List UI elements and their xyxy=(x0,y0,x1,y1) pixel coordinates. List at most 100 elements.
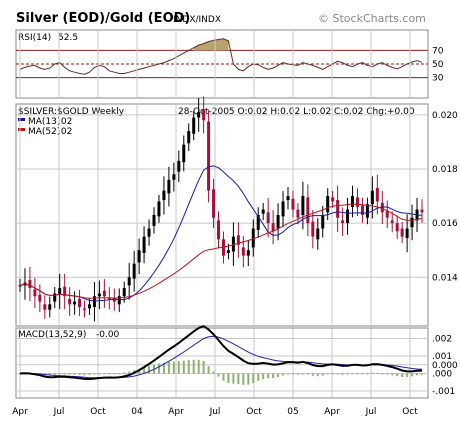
candle-body xyxy=(182,144,186,163)
macd-histogram-bar xyxy=(113,373,116,375)
macd-histogram-bar xyxy=(326,373,329,375)
macd-histogram-bar xyxy=(58,373,61,375)
candle-body xyxy=(18,285,22,287)
macd-histogram-bar xyxy=(103,373,106,375)
candle-body xyxy=(296,209,300,218)
macd-histogram-bar xyxy=(306,373,309,375)
x-tick-label: Oct xyxy=(90,407,106,417)
candle-body xyxy=(87,304,91,309)
candle-body xyxy=(365,204,369,218)
candle-body xyxy=(162,190,166,201)
x-tick-label: 05 xyxy=(287,407,298,417)
candle-body xyxy=(236,235,240,245)
candle-body xyxy=(241,247,245,256)
rsi-line-path xyxy=(19,38,423,75)
candle-body xyxy=(261,209,265,214)
macd-histogram-bar xyxy=(356,373,359,375)
macd-histogram-bar xyxy=(401,373,404,378)
macd-histogram-bar xyxy=(296,373,299,375)
macd-histogram-bar xyxy=(411,373,414,377)
macd-histogram-bar xyxy=(118,373,121,375)
macd-histogram-bar xyxy=(351,373,354,375)
candle-body xyxy=(355,197,359,207)
candle-body xyxy=(33,289,37,297)
macd-histogram-bar xyxy=(331,373,334,375)
macd-histogram-bar xyxy=(287,373,289,375)
candle-body xyxy=(316,228,320,240)
macd-histogram-bar xyxy=(257,373,260,381)
price-tick-label: 0.016 xyxy=(432,219,458,229)
x-tick-label: Apr xyxy=(324,407,340,417)
x-tick-label: Apr xyxy=(12,407,28,417)
candle-body xyxy=(73,301,77,305)
candle-body xyxy=(306,197,310,224)
candle-body xyxy=(370,190,374,205)
macd-histogram-bar xyxy=(63,373,66,375)
macd-histogram-bar xyxy=(108,373,111,375)
rsi-tick-labels: 30 50 70 xyxy=(432,46,444,83)
x-tick-label: Oct xyxy=(246,407,262,417)
macd-histogram-bar xyxy=(341,373,344,375)
candle-body xyxy=(28,279,32,289)
candle-body xyxy=(187,131,191,144)
macd-histogram-bar xyxy=(167,361,170,374)
candle-body xyxy=(390,220,394,224)
x-tick-label: 04 xyxy=(131,407,143,417)
macd-histogram-bar xyxy=(272,373,275,379)
macd-histogram-bar xyxy=(237,373,240,385)
candle-body xyxy=(380,202,384,213)
candle-body xyxy=(147,228,151,237)
macd-histogram-bar xyxy=(366,373,369,375)
macd-histogram-bar xyxy=(212,371,215,374)
candle-body xyxy=(78,298,82,308)
candle-body xyxy=(276,215,280,229)
macd-histogram-bar xyxy=(242,373,245,385)
macd-histogram-bar xyxy=(162,362,165,374)
index-label: INDX/INDX xyxy=(173,15,221,25)
macd-frame xyxy=(15,327,429,399)
rsi-tick-label: 50 xyxy=(432,60,444,70)
rsi-overbought-fill xyxy=(193,38,229,51)
macd-histogram xyxy=(19,359,423,385)
macd-histogram-bar xyxy=(53,373,56,376)
candle-body xyxy=(43,304,47,310)
candle-body xyxy=(291,198,295,210)
macd-tick-label: .002 xyxy=(432,335,452,345)
candle-body xyxy=(226,250,230,253)
candle-body xyxy=(326,196,330,213)
candle-body xyxy=(251,228,255,248)
moving-average-lines xyxy=(19,165,423,302)
macd-histogram-bar xyxy=(232,373,235,384)
macd-histogram-bar xyxy=(123,372,126,374)
macd-histogram-bar xyxy=(187,360,190,374)
x-tick-label: Oct xyxy=(402,407,418,417)
macd-histogram-bar xyxy=(202,360,205,374)
macd-histogram-bar xyxy=(277,373,280,378)
macd-value: -0.00 xyxy=(96,330,120,340)
candle-body xyxy=(341,220,345,224)
macd-histogram-bar xyxy=(207,366,210,374)
macd-histogram-bar xyxy=(391,373,394,376)
macd-histogram-bar xyxy=(381,373,384,375)
macd-histogram-bar xyxy=(192,359,195,374)
macd-histogram-bar xyxy=(222,373,225,381)
rsi-label: RSI(14) xyxy=(18,33,51,43)
x-tick-label: Jul xyxy=(53,407,65,417)
candle-body xyxy=(202,109,206,121)
candle-body xyxy=(197,112,201,118)
rsi-overbought-area xyxy=(193,38,229,51)
candle-body xyxy=(172,174,176,180)
macd-histogram-bar xyxy=(262,373,265,379)
candle-body xyxy=(142,236,146,253)
candle-body xyxy=(336,200,340,218)
macd-histogram-bar xyxy=(177,361,180,374)
candle-body xyxy=(286,196,290,201)
rsi-tick-label: 30 xyxy=(432,74,444,84)
candle-body xyxy=(192,117,196,134)
candle-body xyxy=(48,304,52,310)
macd-histogram-bar xyxy=(227,373,230,384)
macd-lines xyxy=(19,324,423,381)
macd-histogram-bar xyxy=(396,373,399,377)
